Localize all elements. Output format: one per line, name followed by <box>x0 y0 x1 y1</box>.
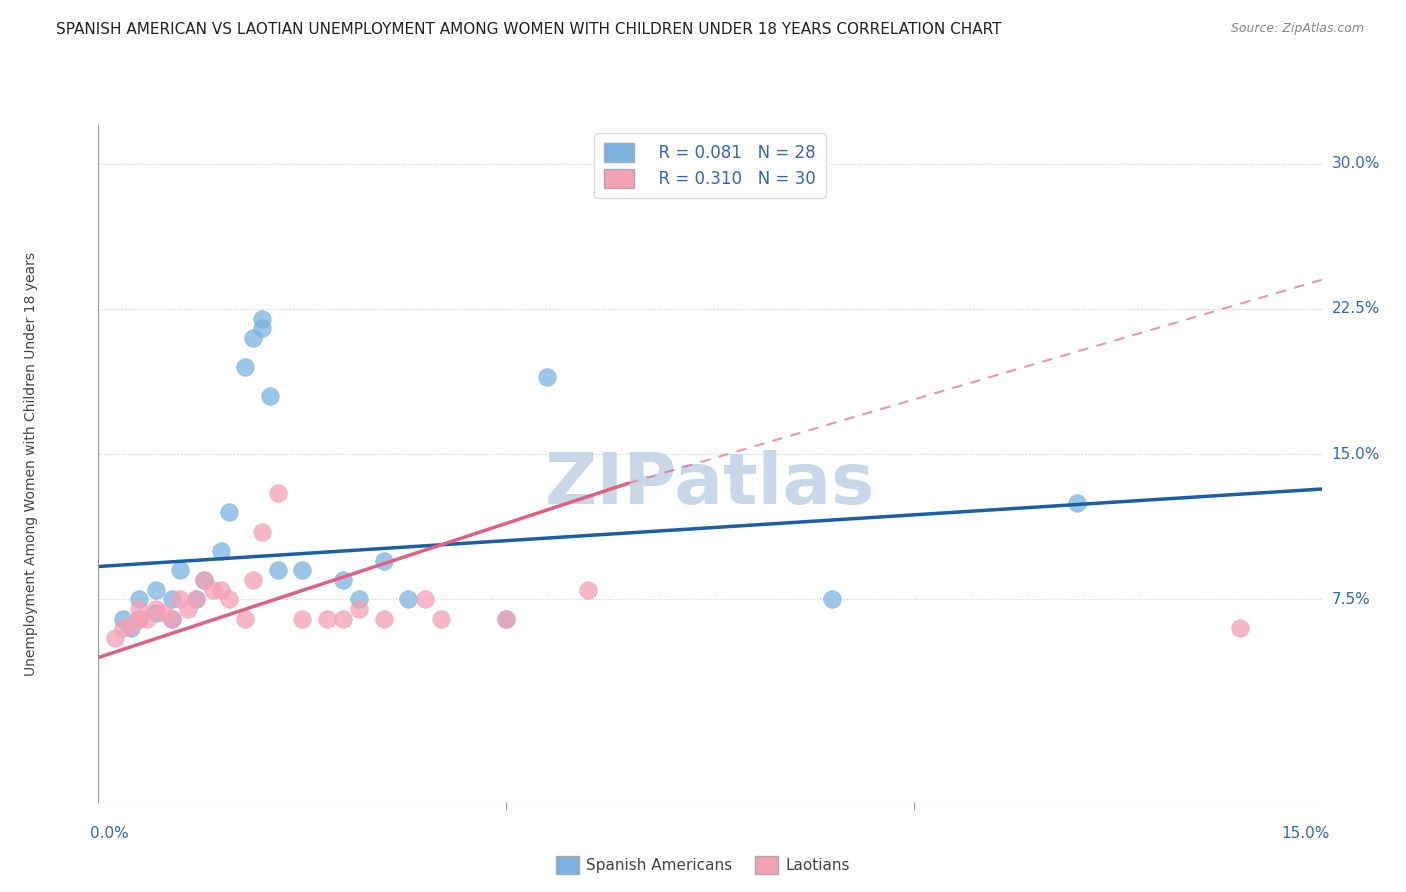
Point <box>495 612 517 626</box>
Point <box>242 331 264 345</box>
Point <box>250 311 273 326</box>
Point <box>152 606 174 620</box>
Point <box>160 592 183 607</box>
Point <box>111 622 134 636</box>
Point <box>218 505 240 519</box>
Text: 15.0%: 15.0% <box>1281 826 1330 841</box>
Point <box>169 592 191 607</box>
Point <box>373 612 395 626</box>
Point <box>128 612 150 626</box>
Point <box>111 612 134 626</box>
Point <box>104 631 127 645</box>
Point <box>291 612 314 626</box>
Point <box>209 544 232 558</box>
Point <box>349 602 371 616</box>
Point <box>193 573 215 587</box>
Point <box>209 582 232 597</box>
Point <box>218 592 240 607</box>
Point <box>291 563 314 577</box>
Text: Source: ZipAtlas.com: Source: ZipAtlas.com <box>1230 22 1364 36</box>
Point <box>259 389 281 403</box>
Legend:   R = 0.081   N = 28,   R = 0.310   N = 30: R = 0.081 N = 28, R = 0.310 N = 30 <box>595 133 825 198</box>
Point <box>373 554 395 568</box>
Point <box>267 563 290 577</box>
Point <box>120 622 142 636</box>
Point <box>349 592 371 607</box>
Point <box>315 612 337 626</box>
Point <box>193 573 215 587</box>
Point <box>145 602 167 616</box>
Point <box>413 592 436 607</box>
Point <box>145 606 167 620</box>
Text: 30.0%: 30.0% <box>1331 156 1379 171</box>
Point <box>186 592 208 607</box>
Point <box>128 602 150 616</box>
Point <box>576 582 599 597</box>
Point <box>136 612 159 626</box>
Text: ZIPatlas: ZIPatlas <box>546 450 875 518</box>
Point <box>160 612 183 626</box>
Point <box>242 573 264 587</box>
Point <box>250 321 273 335</box>
Text: SPANISH AMERICAN VS LAOTIAN UNEMPLOYMENT AMONG WOMEN WITH CHILDREN UNDER 18 YEAR: SPANISH AMERICAN VS LAOTIAN UNEMPLOYMENT… <box>56 22 1001 37</box>
Text: 15.0%: 15.0% <box>1331 447 1379 462</box>
Point <box>1066 495 1088 509</box>
Point <box>267 486 290 500</box>
Point <box>160 612 183 626</box>
Point <box>250 524 273 539</box>
Point <box>430 612 453 626</box>
Point <box>186 592 208 607</box>
Point <box>177 602 200 616</box>
Point <box>332 612 354 626</box>
Point <box>332 573 354 587</box>
Point <box>201 582 224 597</box>
Text: 7.5%: 7.5% <box>1331 592 1371 607</box>
Point <box>128 612 150 626</box>
Point <box>495 612 517 626</box>
Legend: Spanish Americans, Laotians: Spanish Americans, Laotians <box>550 850 856 880</box>
Point <box>821 592 844 607</box>
Text: Unemployment Among Women with Children Under 18 years: Unemployment Among Women with Children U… <box>24 252 38 676</box>
Point <box>233 359 256 374</box>
Point <box>120 617 142 632</box>
Point <box>169 563 191 577</box>
Point <box>128 592 150 607</box>
Text: 0.0%: 0.0% <box>90 826 129 841</box>
Text: 22.5%: 22.5% <box>1331 301 1379 317</box>
Point <box>1229 622 1251 636</box>
Point <box>536 369 558 384</box>
Point <box>233 612 256 626</box>
Point <box>145 582 167 597</box>
Point <box>396 592 419 607</box>
